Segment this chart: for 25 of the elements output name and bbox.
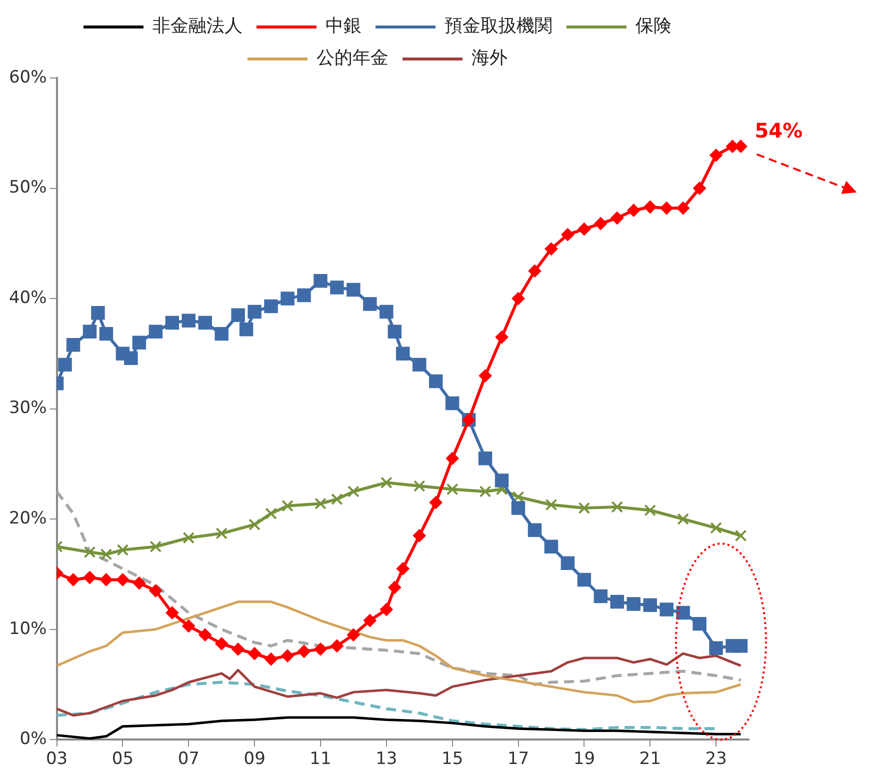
- x-tick-label: 17: [507, 749, 530, 770]
- x-tick-label: 03: [46, 749, 68, 770]
- legend-label: 預金取扱機関: [444, 16, 552, 37]
- x-tick-label: 23: [705, 749, 727, 770]
- x-tick-label: 13: [376, 749, 398, 770]
- annotation: 54%: [754, 118, 803, 143]
- legend-label: 保険: [636, 16, 672, 37]
- x-tick-label: 21: [639, 749, 661, 770]
- y-tick-label: 40%: [8, 288, 47, 308]
- x-tick-label: 15: [442, 749, 464, 770]
- y-tick-label: 50%: [8, 178, 47, 198]
- y-tick-label: 10%: [8, 618, 47, 639]
- y-tick-label: 30%: [8, 398, 47, 418]
- y-tick-label: 20%: [8, 508, 47, 528]
- x-tick-label: 05: [112, 749, 134, 770]
- legend-label: 中銀: [326, 16, 362, 37]
- x-tick-label: 11: [310, 749, 332, 770]
- legend-label: 海外: [472, 48, 508, 69]
- y-tick-label: 60%: [8, 67, 47, 88]
- y-tick-label: 0%: [20, 729, 47, 750]
- legend-label: 非金融法人: [152, 16, 242, 37]
- x-tick-label: 07: [178, 749, 200, 770]
- legend-label: 公的年金: [316, 48, 388, 69]
- x-tick-label: 09: [244, 749, 266, 770]
- x-tick-label: 19: [573, 749, 596, 770]
